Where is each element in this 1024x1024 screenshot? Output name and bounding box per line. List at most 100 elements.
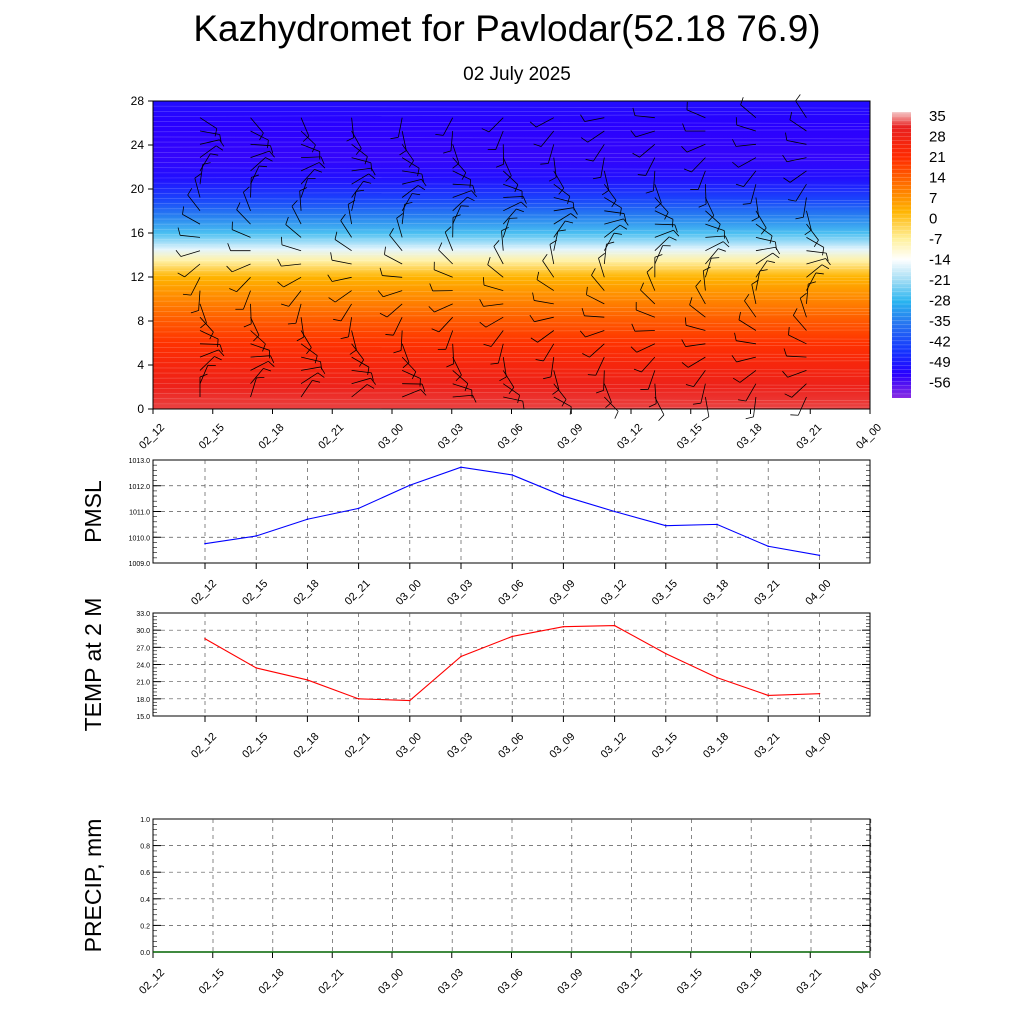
- wind-barb: [199, 343, 221, 345]
- wind-barb-flag: [580, 114, 586, 122]
- wind-barb-flag: [681, 339, 686, 347]
- wind-barb-flag: [243, 323, 252, 328]
- wind-barb: [393, 317, 403, 336]
- wind-barb-flag: [311, 144, 316, 153]
- wind-barb: [654, 245, 664, 265]
- wind-barb: [452, 196, 468, 212]
- wind-barb: [755, 210, 767, 229]
- wind-barb: [199, 145, 217, 158]
- wind-barb-flag: [760, 227, 767, 235]
- data-point: [716, 676, 718, 679]
- wind-barb-flag: [182, 293, 191, 296]
- wind-barb-flag: [611, 200, 617, 208]
- wind-barb-flag: [722, 241, 730, 248]
- wind-barb: [584, 315, 605, 318]
- y-tick-label: 0.2: [140, 923, 150, 930]
- y-tick-label: 28: [131, 94, 145, 108]
- wind-barb: [654, 210, 674, 220]
- wind-barb: [705, 235, 726, 238]
- wind-barb: [184, 263, 201, 278]
- wind-barb: [540, 130, 555, 147]
- wind-barb: [750, 184, 757, 204]
- chart-subtitle: 02 July 2025: [463, 64, 571, 85]
- wind-barb: [300, 169, 315, 185]
- wind-barb-flag: [349, 349, 357, 355]
- wind-barb: [485, 316, 504, 328]
- data-point: [409, 484, 411, 487]
- x-tick-label: 03_06: [496, 731, 526, 761]
- isotherm-line: [152, 175, 871, 179]
- wind-barb-flag: [265, 157, 273, 162]
- isotherm-line: [152, 321, 871, 325]
- y-tick-label: 0.6: [140, 870, 150, 877]
- wind-barb-flag: [619, 207, 622, 216]
- wind-barb-flag: [262, 343, 266, 352]
- isotherm-line: [152, 237, 871, 240]
- wind-barb-flag: [371, 167, 376, 176]
- isotherm-line: [152, 352, 871, 355]
- wind-barb-flag: [499, 376, 507, 382]
- x-tick-label: 03_18: [735, 422, 765, 452]
- wind-barb-flag: [558, 187, 565, 195]
- wind-barb: [340, 303, 352, 322]
- wind-barb-flag: [483, 343, 492, 347]
- x-tick-label: 02_15: [240, 731, 270, 761]
- wind-barb: [401, 185, 419, 198]
- wind-barb: [288, 290, 302, 307]
- wind-barb-flag: [614, 411, 619, 419]
- wind-barb-flag: [408, 160, 414, 168]
- x-tick-label: 03_12: [615, 967, 645, 997]
- wind-barb: [281, 244, 302, 252]
- wind-barb-flag: [664, 212, 669, 220]
- wind-barb: [736, 356, 757, 363]
- wind-barb: [697, 170, 706, 190]
- wind-barb: [250, 303, 252, 324]
- wind-barb-flag: [229, 288, 237, 293]
- wind-barb-flag: [632, 152, 640, 158]
- x-tick-label: 03_03: [436, 422, 466, 452]
- wind-barb-flag: [674, 224, 678, 233]
- wind-barb: [553, 220, 566, 238]
- wind-barb-flag: [532, 292, 535, 301]
- x-tick-label: 03_15: [675, 967, 705, 997]
- wind-barb: [402, 170, 422, 175]
- colorbar-label: -49: [929, 354, 951, 371]
- wind-barb-flag: [784, 393, 793, 398]
- data-point: [767, 545, 769, 548]
- x-tick-label: 02_18: [291, 731, 321, 761]
- data-point: [460, 655, 462, 658]
- wind-barb-flag: [821, 264, 830, 270]
- wind-barb-flag: [217, 338, 219, 347]
- wind-barb: [795, 183, 807, 202]
- wind-barb-flag: [471, 190, 478, 197]
- wind-barb: [645, 157, 656, 176]
- wind-barb: [654, 184, 662, 204]
- wind-barb: [534, 300, 554, 305]
- wind-barb-flag: [417, 168, 420, 177]
- wind-barb-flag: [522, 401, 525, 410]
- wind-barb: [401, 356, 417, 372]
- wind-barb-flag: [366, 384, 375, 389]
- wind-barb: [755, 252, 773, 265]
- isotherm-line: [152, 298, 871, 302]
- wind-barb: [591, 275, 605, 291]
- wind-barb-flag: [370, 162, 373, 171]
- data-point: [306, 679, 309, 681]
- data-point: [665, 524, 667, 527]
- isotherm-line: [152, 336, 871, 340]
- wind-barb: [493, 246, 504, 265]
- wind-barb: [744, 300, 757, 318]
- wind-barb: [793, 315, 807, 331]
- wind-barb-flag: [552, 389, 560, 395]
- wind-barb: [199, 153, 211, 172]
- wind-barb-flag: [327, 274, 333, 282]
- wind-barb-flag: [567, 196, 571, 205]
- wind-barb: [806, 264, 823, 278]
- wind-barb: [755, 223, 773, 237]
- wind-barb: [351, 181, 364, 198]
- wind-barb-flag: [227, 243, 231, 251]
- wind-barb: [802, 197, 807, 218]
- data-point: [204, 542, 206, 545]
- wind-barb-flag: [399, 150, 407, 156]
